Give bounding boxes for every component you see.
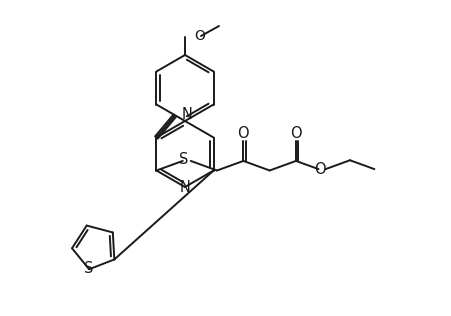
Text: O: O [193, 29, 204, 43]
Text: O: O [313, 161, 325, 177]
Text: O: O [290, 126, 301, 142]
Text: O: O [237, 126, 249, 142]
Text: S: S [179, 152, 188, 167]
Text: S: S [84, 261, 94, 276]
Text: N: N [181, 106, 192, 122]
Text: N: N [179, 180, 190, 196]
